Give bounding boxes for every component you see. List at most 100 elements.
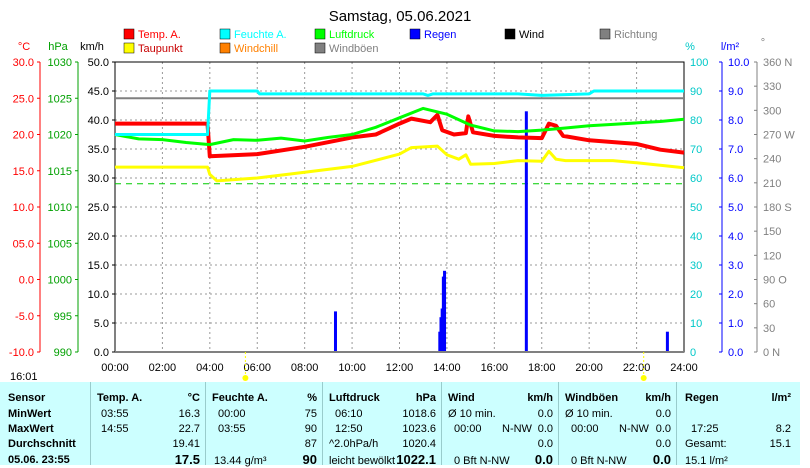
x-tick-label: 02:00 bbox=[149, 362, 177, 374]
wind-axis-tick-label: 5.0 bbox=[94, 318, 109, 330]
temp-axis-tick-label: 20.0 bbox=[13, 130, 34, 142]
rain-axis-tick-label: 6.0 bbox=[728, 173, 743, 185]
direction-axis-tick-label: 270 W bbox=[763, 130, 795, 142]
wind-max-dir: N-NW bbox=[502, 423, 532, 435]
temp-axis-tick-label: 15.0 bbox=[13, 166, 34, 178]
direction-axis-tick-label: 240 bbox=[763, 154, 781, 166]
rain-axis-tick-label: 7.0 bbox=[728, 144, 743, 156]
pressure-axis-tick-label: 1020 bbox=[48, 130, 72, 142]
statistics-table: Sensor MinWert MaxWert Durchschnitt 05.0… bbox=[0, 382, 801, 467]
gust-avg-label: Ø 10 min. bbox=[565, 408, 613, 420]
direction-axis-tick-label: 330 bbox=[763, 81, 781, 93]
wind-current: 0.0 bbox=[534, 452, 553, 467]
humidity-axis-tick-label: 30 bbox=[690, 260, 702, 272]
gust-unit: km/h bbox=[645, 392, 671, 404]
rain-total-label: Gesamt: bbox=[685, 438, 727, 450]
legend-swatch bbox=[314, 28, 326, 40]
pressure-min: 1018.6 bbox=[402, 408, 436, 420]
legend-swatch bbox=[219, 28, 231, 40]
temp-axis-tick-label: 10.0 bbox=[13, 202, 34, 214]
row-label-max: MaxWert bbox=[8, 423, 54, 435]
wind-axis-tick-label: 15.0 bbox=[88, 260, 109, 272]
rain-bar bbox=[333, 311, 337, 352]
unit-labels: °C hPa km/h% l/m² ° bbox=[18, 37, 765, 53]
wind-axis-tick-label: 10.0 bbox=[88, 289, 109, 301]
direction-axis-tick-label: 30 bbox=[763, 323, 775, 335]
wind-axis-tick-label: 45.0 bbox=[88, 86, 109, 98]
temp-max: 22.7 bbox=[178, 423, 200, 435]
humidity-axis-tick-label: 80 bbox=[690, 115, 702, 127]
temp-axis-tick-label: 25.0 bbox=[13, 93, 34, 105]
x-tick-label: 14:00 bbox=[433, 362, 461, 374]
rain-bar bbox=[524, 111, 528, 352]
wind-avg-label: Ø 10 min. bbox=[448, 408, 496, 420]
rain-axis-tick-label: 0.0 bbox=[728, 347, 743, 359]
humidity-min: 75 bbox=[304, 408, 317, 420]
stats-col-wind: Wind km/h Ø 10 min. 0.0 00:00 N-NW 0.0 0… bbox=[441, 382, 559, 467]
gust-header: Windböen bbox=[565, 392, 619, 404]
x-tick-label: 04:00 bbox=[196, 362, 224, 374]
gust-max: 0.0 bbox=[655, 423, 671, 435]
humidity-max-time: 03:55 bbox=[218, 423, 246, 435]
rain-header: Regen bbox=[685, 392, 719, 404]
direction-axis-tick-label: 360 N bbox=[763, 57, 792, 69]
temp-axis-tick-label: 05.0 bbox=[13, 238, 34, 250]
pressure-axis-tick-label: 1010 bbox=[48, 202, 72, 214]
wind-avg: 0.0 bbox=[537, 438, 553, 450]
unit-label-temp: °C bbox=[18, 41, 30, 53]
direction-axis-tick-label: 210 bbox=[763, 178, 781, 190]
direction-axis-tick-label: 120 bbox=[763, 250, 781, 262]
rain-max-time: 17:25 bbox=[691, 423, 719, 435]
humidity-axis-tick-label: 70 bbox=[690, 144, 702, 156]
temp-unit: °C bbox=[187, 392, 200, 404]
direction-axis-tick-label: 150 bbox=[763, 226, 781, 238]
rain-axis-tick-label: 5.0 bbox=[728, 202, 743, 214]
pressure-axis-tick-label: 995 bbox=[54, 311, 72, 323]
gust-avg: 0.0 bbox=[655, 438, 671, 450]
gust-min: 0.0 bbox=[655, 408, 671, 420]
legend-swatch bbox=[314, 42, 326, 54]
wind-axis-tick-label: 50.0 bbox=[88, 57, 109, 69]
chart-title: Samstag, 05.06.2021 bbox=[329, 8, 472, 25]
rain-axis-tick-label: 8.0 bbox=[728, 115, 743, 127]
direction-axis-tick-label: 300 bbox=[763, 105, 781, 117]
wind-axis-tick-label: 30.0 bbox=[88, 173, 109, 185]
direction-axis-tick-label: 0 N bbox=[763, 347, 780, 359]
temp-avg: 19.41 bbox=[172, 438, 200, 450]
x-tick-label: 08:00 bbox=[291, 362, 319, 374]
pressure-axis-tick-label: 1015 bbox=[48, 166, 72, 178]
direction-axis-tick-label: 90 O bbox=[763, 275, 787, 287]
humidity-min-time: 00:00 bbox=[218, 408, 246, 420]
row-label-avg: Durchschnitt bbox=[8, 438, 76, 450]
rain-current: 15.1 l/m² bbox=[685, 455, 728, 467]
humidity-avg: 87 bbox=[304, 438, 317, 450]
legend-label: Regen bbox=[424, 29, 456, 41]
temp-axis-tick-label: -5.0 bbox=[15, 311, 34, 323]
legend-swatch bbox=[123, 42, 135, 54]
temp-min: 16.3 bbox=[178, 408, 200, 420]
humidity-axis-tick-label: 40 bbox=[690, 231, 702, 243]
humidity-axis-tick-label: 90 bbox=[690, 86, 702, 98]
legend-label: Windböen bbox=[329, 43, 379, 55]
legend-label: Luftdruck bbox=[329, 29, 375, 41]
direction-marker bbox=[242, 375, 249, 381]
legend-swatch bbox=[123, 28, 135, 40]
unit-label-rain: l/m² bbox=[721, 41, 740, 53]
x-tick-label: 12:00 bbox=[386, 362, 414, 374]
wind-min: 0.0 bbox=[537, 408, 553, 420]
series-taupunkt bbox=[115, 144, 685, 183]
x-tick-label: 16:00 bbox=[481, 362, 509, 374]
rain-axis-tick-label: 2.0 bbox=[728, 289, 743, 301]
humidity-absolute: 13.44 g/m³ bbox=[214, 455, 267, 467]
wind-bft: 0 Bft N-NW bbox=[454, 455, 510, 467]
row-label-sensor: Sensor bbox=[8, 392, 46, 404]
pressure-unit: hPa bbox=[415, 392, 436, 404]
current-time: 16:01 bbox=[10, 371, 38, 382]
wind-axis-tick-label: 35.0 bbox=[88, 144, 109, 156]
x-tick-label: 06:00 bbox=[243, 362, 271, 374]
x-tick-label: 10:00 bbox=[338, 362, 366, 374]
stats-col-rain: Regen l/m² 17:25 8.2 Gesamt: 15.1 15.1 l… bbox=[676, 382, 801, 467]
wind-axis-tick-label: 40.0 bbox=[88, 115, 109, 127]
unit-label-wind: km/h bbox=[80, 41, 104, 53]
humidity-current: 90 bbox=[302, 452, 317, 467]
